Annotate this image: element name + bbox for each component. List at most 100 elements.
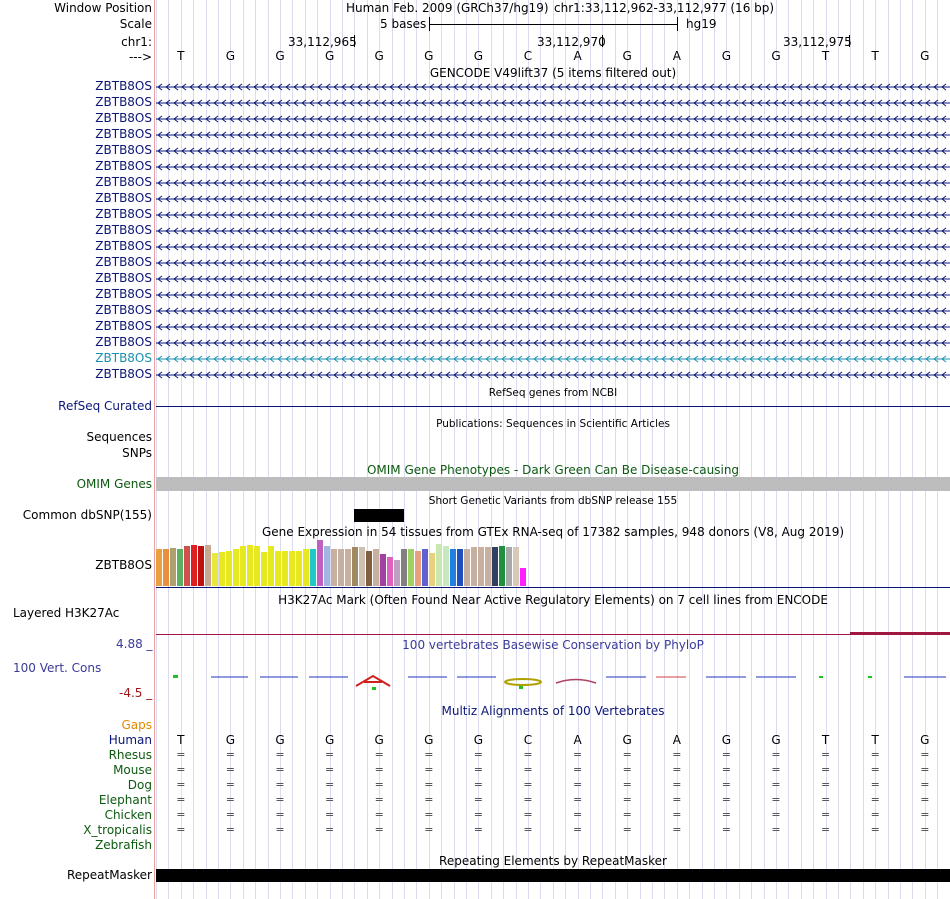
gtex-tissue-bar[interactable] <box>422 549 429 586</box>
multiz-species-label[interactable]: Elephant <box>98 793 152 807</box>
multiz-species-label[interactable]: X_tropicalis <box>83 823 152 837</box>
repeatmasker-track-label[interactable]: RepeatMasker <box>66 868 152 882</box>
gtex-tissue-bar[interactable] <box>394 560 401 586</box>
gencode-gene-feature[interactable] <box>156 338 950 348</box>
gencode-gene-feature[interactable] <box>156 194 950 204</box>
gencode-gene-feature[interactable] <box>156 274 950 284</box>
gencode-gene-label[interactable]: ZBTB8OS <box>95 367 152 381</box>
gtex-tissue-bar[interactable] <box>233 549 240 586</box>
h3k27ac-track-label[interactable]: Layered H3K27Ac <box>13 606 120 620</box>
gtex-tissue-bar[interactable] <box>338 549 345 586</box>
gencode-track-title[interactable]: GENCODE V49lift37 (5 items filtered out) <box>429 66 677 80</box>
gtex-tissue-bar[interactable] <box>163 549 170 586</box>
gtex-tissue-bar[interactable] <box>205 545 212 586</box>
gtex-tissue-bar[interactable] <box>184 546 191 586</box>
gtex-track-label[interactable]: ZBTB8OS <box>95 558 152 572</box>
gencode-gene-feature[interactable] <box>156 130 950 140</box>
gencode-gene-feature[interactable] <box>156 258 950 268</box>
gtex-tissue-bar[interactable] <box>436 544 443 586</box>
gtex-tissue-bar[interactable] <box>492 547 499 586</box>
gencode-gene-feature[interactable] <box>156 162 950 172</box>
gtex-tissue-bar[interactable] <box>352 547 359 586</box>
h3k27ac-baseline[interactable] <box>156 634 950 635</box>
gtex-tissue-bar[interactable] <box>513 547 520 586</box>
gtex-tissue-bar[interactable] <box>317 540 324 586</box>
gtex-tissue-bar[interactable] <box>359 547 366 586</box>
gtex-track-title[interactable]: Gene Expression in 54 tissues from GTEx … <box>261 525 845 539</box>
gtex-tissue-bar[interactable] <box>310 549 317 586</box>
gtex-tissue-bar[interactable] <box>296 551 303 586</box>
omim-track-label[interactable]: OMIM Genes <box>76 477 152 491</box>
gencode-gene-label[interactable]: ZBTB8OS <box>95 159 152 173</box>
omim-track-title[interactable]: OMIM Gene Phenotypes - Dark Green Can Be… <box>366 463 740 477</box>
phylop-track-title[interactable]: 100 vertebrates Basewise Conservation by… <box>402 638 704 652</box>
multiz-species-label[interactable]: Dog <box>127 778 152 792</box>
gtex-tissue-bar[interactable] <box>499 546 506 586</box>
gtex-tissue-bar[interactable] <box>345 549 352 586</box>
gtex-tissue-bar[interactable] <box>415 551 422 586</box>
gencode-gene-feature[interactable] <box>156 226 950 236</box>
dbsnp-track-label[interactable]: Common dbSNP(155) <box>22 508 152 522</box>
omim-gene-bar[interactable] <box>156 477 950 491</box>
gencode-gene-label[interactable]: ZBTB8OS <box>95 319 152 333</box>
repeatmasker-element[interactable] <box>156 869 950 882</box>
gtex-tissue-bar[interactable] <box>275 551 282 586</box>
gencode-gene-feature[interactable] <box>156 98 950 108</box>
gencode-gene-feature[interactable] <box>156 306 950 316</box>
phylop-plot[interactable] <box>156 660 950 690</box>
multiz-species-label[interactable]: Rhesus <box>108 748 152 762</box>
refseq-track-title[interactable]: RefSeq genes from NCBI <box>488 387 618 399</box>
gtex-tissue-bar[interactable] <box>303 549 310 586</box>
gencode-gene-label[interactable]: ZBTB8OS <box>95 111 152 125</box>
gtex-tissue-bar[interactable] <box>170 548 177 586</box>
gencode-gene-label[interactable]: ZBTB8OS <box>95 303 152 317</box>
gtex-tissue-bar[interactable] <box>478 547 485 586</box>
gtex-tissue-bar[interactable] <box>485 547 492 586</box>
gtex-tissue-bar[interactable] <box>268 546 275 586</box>
gencode-gene-label[interactable]: ZBTB8OS <box>95 255 152 269</box>
phylop-track-label[interactable]: 100 Vert. Cons <box>13 661 102 675</box>
gtex-tissue-bar[interactable] <box>156 549 163 586</box>
gtex-tissue-bar[interactable] <box>254 546 261 586</box>
gtex-tissue-bar[interactable] <box>240 546 247 586</box>
gtex-tissue-bar[interactable] <box>219 552 226 586</box>
gtex-tissue-bar[interactable] <box>520 568 527 586</box>
gencode-gene-label[interactable]: ZBTB8OS <box>95 287 152 301</box>
gtex-tissue-bar[interactable] <box>191 545 198 586</box>
gencode-gene-feature[interactable] <box>156 242 950 252</box>
gencode-gene-feature[interactable] <box>156 114 950 124</box>
gtex-tissue-bar[interactable] <box>366 551 373 586</box>
h3k27ac-signal[interactable] <box>850 632 950 634</box>
gencode-gene-label[interactable]: ZBTB8OS <box>95 175 152 189</box>
multiz-human-label[interactable]: Human <box>108 733 152 747</box>
gtex-tissue-bar[interactable] <box>429 553 436 586</box>
gencode-gene-label[interactable]: ZBTB8OS <box>95 207 152 221</box>
gtex-tissue-bar[interactable] <box>261 552 268 586</box>
gtex-tissue-bar[interactable] <box>387 557 394 586</box>
gtex-tissue-bar[interactable] <box>443 546 450 586</box>
gencode-gene-feature[interactable] <box>156 354 950 364</box>
sequences-label[interactable]: Sequences <box>86 430 152 444</box>
gtex-tissue-bar[interactable] <box>464 549 471 586</box>
gencode-gene-label[interactable]: ZBTB8OS <box>95 223 152 237</box>
gencode-gene-label[interactable]: ZBTB8OS <box>95 143 152 157</box>
snps-label[interactable]: SNPs <box>122 446 152 460</box>
gencode-gene-feature[interactable] <box>156 210 950 220</box>
gencode-gene-label[interactable]: ZBTB8OS <box>95 191 152 205</box>
gtex-tissue-bar[interactable] <box>331 549 338 586</box>
gencode-gene-feature[interactable] <box>156 322 950 332</box>
gtex-tissue-bar[interactable] <box>471 547 478 586</box>
gencode-gene-feature[interactable] <box>156 82 950 92</box>
multiz-species-label[interactable]: Zebrafish <box>95 838 152 852</box>
gtex-tissue-bar[interactable] <box>289 551 296 586</box>
refseq-line[interactable] <box>156 406 950 407</box>
dbsnp-track-title[interactable]: Short Genetic Variants from dbSNP releas… <box>428 495 678 507</box>
gtex-tissue-bar[interactable] <box>212 553 219 586</box>
gtex-bar-chart[interactable] <box>156 540 536 586</box>
multiz-track-title[interactable]: Multiz Alignments of 100 Vertebrates <box>441 704 665 718</box>
gencode-gene-label[interactable]: ZBTB8OS <box>95 335 152 349</box>
gtex-tissue-bar[interactable] <box>324 546 331 586</box>
repeatmasker-track-title[interactable]: Repeating Elements by RepeatMasker <box>439 854 667 868</box>
gencode-gene-label[interactable]: ZBTB8OS <box>95 79 152 93</box>
